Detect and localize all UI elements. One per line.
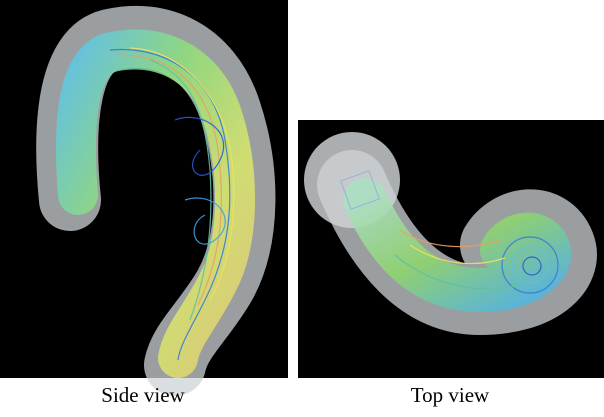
caption: Side view — [101, 383, 185, 407]
figure: Side view Top view — [0, 0, 604, 412]
side-view-panel — [0, 0, 288, 378]
top-view-panel — [298, 120, 604, 378]
caption: Top view — [411, 383, 490, 407]
